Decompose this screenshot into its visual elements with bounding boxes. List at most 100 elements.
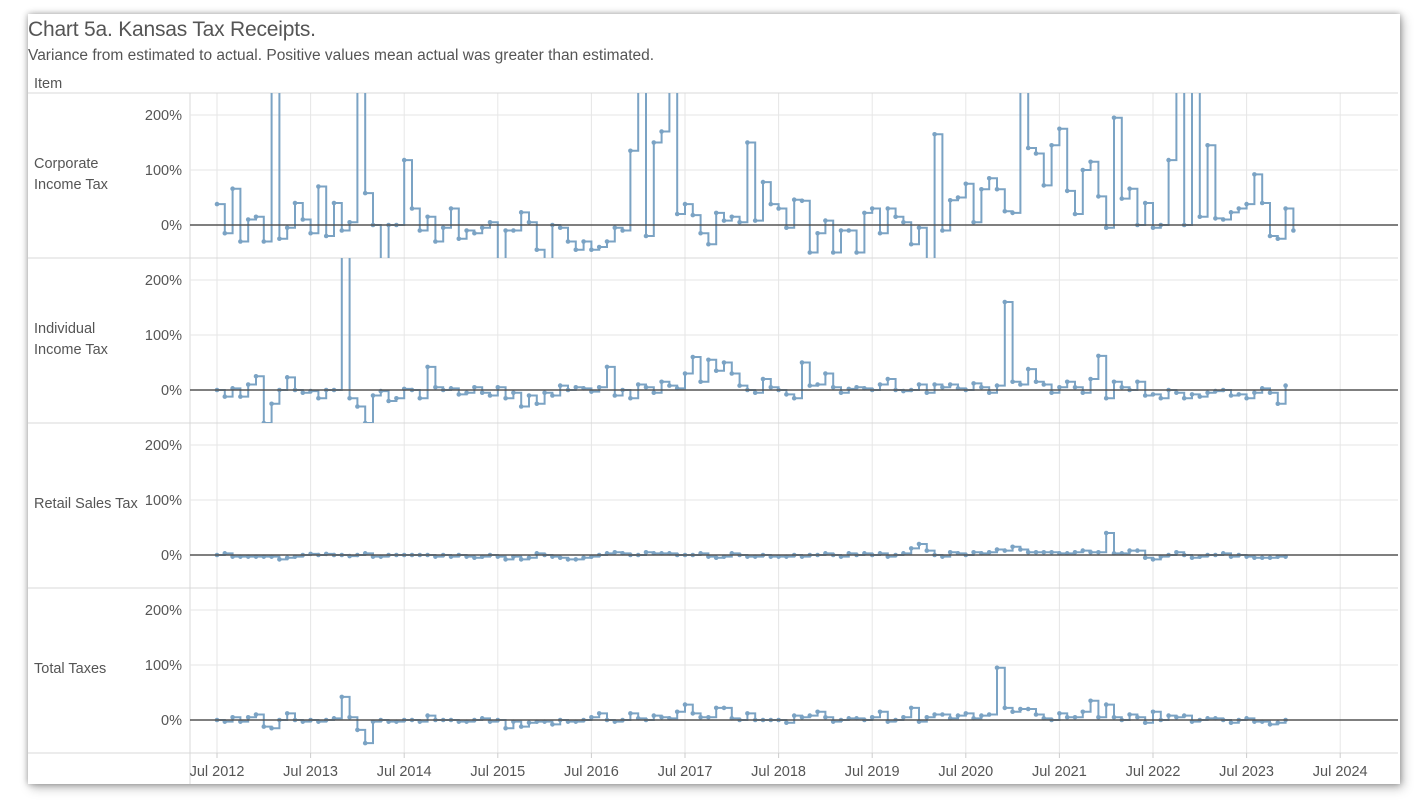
data-point [464, 390, 469, 396]
data-point [815, 230, 820, 236]
data-point [573, 247, 579, 253]
data-point [963, 711, 969, 716]
data-point [994, 665, 1000, 671]
data-point [542, 267, 547, 272]
data-point [339, 228, 345, 233]
data-point [940, 712, 945, 717]
data-point [604, 239, 610, 244]
data-point [1244, 395, 1249, 401]
data-point [1041, 549, 1047, 555]
data-point [253, 712, 259, 717]
data-point [596, 711, 602, 716]
data-point [277, 236, 282, 242]
data-point [1158, 395, 1164, 401]
data-point [589, 247, 594, 253]
data-point [1252, 555, 1257, 561]
x-axis: Jul 2012 Jul 2013 Jul 2014 Jul 2015 Jul 2016… [190, 753, 1368, 780]
x-tick-label: Jul 2021 [1032, 764, 1087, 780]
data-point [1127, 186, 1132, 191]
data-point [565, 557, 571, 562]
data-point [908, 546, 914, 551]
data-point [1025, 145, 1031, 151]
data-point [1041, 183, 1047, 188]
chart-card: Chart 5a. Kansas Tax Receipts. Variance … [28, 14, 1400, 784]
data-point [674, 709, 680, 715]
y-tick-label: 200% [145, 603, 182, 619]
data-point [1135, 379, 1140, 385]
data-point [1228, 720, 1234, 726]
data-point [518, 557, 524, 562]
data-point [1033, 151, 1039, 156]
data-point [698, 230, 703, 236]
data-point [331, 200, 337, 206]
y-tick-label: 100% [145, 493, 182, 509]
data-point [1057, 384, 1062, 390]
data-point [1096, 194, 1101, 199]
data-point [752, 390, 758, 396]
data-point [838, 228, 844, 233]
data-point [1010, 379, 1015, 385]
data-point [347, 714, 352, 720]
data-point [230, 714, 235, 720]
data-point [1213, 216, 1218, 221]
data-point [1096, 353, 1101, 359]
data-point [1103, 530, 1109, 536]
data-point [846, 228, 852, 233]
data-point [1228, 393, 1234, 398]
data-point [503, 395, 508, 401]
data-point [1018, 382, 1023, 387]
data-point [1127, 548, 1132, 553]
data-point [1103, 225, 1109, 231]
data-point [721, 705, 727, 711]
data-point [1197, 394, 1203, 399]
data-point [635, 382, 641, 387]
data-point [893, 214, 898, 220]
data-point [1018, 547, 1023, 552]
data-point [908, 241, 914, 247]
data-point [1049, 549, 1054, 555]
data-point [1049, 390, 1054, 396]
data-point [628, 148, 633, 154]
data-point [838, 390, 844, 396]
data-point [823, 714, 828, 720]
x-tick-label: Jul 2023 [1219, 764, 1274, 780]
data-point [768, 201, 774, 207]
data-point [440, 225, 446, 231]
data-point [1252, 172, 1257, 177]
data-point [557, 555, 563, 561]
data-point [425, 214, 430, 220]
data-point [1236, 392, 1242, 397]
data-point [362, 420, 368, 423]
data-point [869, 206, 875, 211]
x-tick-label: Jul 2022 [1126, 764, 1181, 780]
data-point [1080, 709, 1086, 715]
row-label: Individual [34, 321, 95, 337]
data-point [245, 382, 251, 387]
data-point [433, 239, 438, 244]
row-label: Retail Sales Tax [34, 496, 138, 512]
data-point [1103, 395, 1109, 401]
data-point [355, 404, 360, 409]
data-point [932, 712, 937, 717]
data-point [1025, 366, 1031, 372]
series-group [214, 58, 1296, 272]
data-point [1064, 188, 1070, 194]
series-group [214, 665, 1288, 746]
data-point [877, 382, 883, 387]
data-point [947, 197, 953, 203]
data-point [854, 250, 859, 255]
data-point [643, 549, 649, 555]
row-label: Income Tax [34, 177, 109, 193]
data-point [1166, 713, 1171, 718]
series-line [217, 93, 1295, 258]
data-point [425, 364, 430, 370]
data-point [1111, 379, 1117, 385]
data-point [1150, 709, 1156, 715]
data-point [979, 384, 984, 390]
data-point [238, 394, 243, 399]
data-point [1181, 395, 1187, 401]
data-point [1283, 383, 1288, 388]
data-point [269, 58, 274, 63]
data-point [885, 206, 891, 211]
data-point [823, 371, 828, 376]
